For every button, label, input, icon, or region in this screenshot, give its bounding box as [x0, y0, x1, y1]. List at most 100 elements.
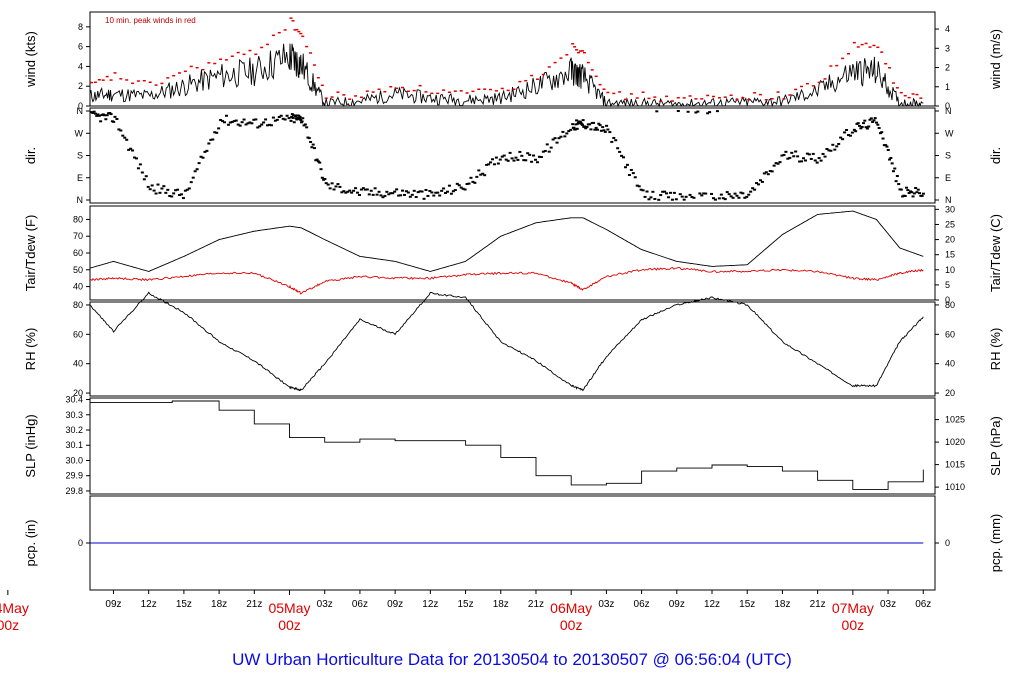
direction-point — [573, 128, 577, 131]
direction-point — [712, 197, 716, 200]
direction-point — [801, 157, 805, 160]
peak-wind-point — [248, 49, 252, 52]
direction-point — [786, 157, 790, 160]
direction-point — [221, 120, 225, 123]
direction-point — [316, 160, 320, 163]
direction-point — [858, 124, 862, 127]
direction-point — [565, 132, 569, 135]
direction-point — [469, 176, 473, 179]
peak-wind-point — [277, 31, 281, 34]
direction-point — [757, 183, 761, 186]
panel-frame-rh — [89, 301, 936, 397]
direction-point — [383, 194, 387, 197]
peak-wind-point — [305, 45, 309, 48]
direction-point — [408, 195, 412, 198]
direction-point — [745, 195, 749, 198]
direction-point — [915, 191, 919, 194]
peak-wind-point — [189, 65, 193, 68]
direction-point — [387, 193, 391, 196]
y-right-tick-label: 3 — [945, 43, 950, 53]
direction-point — [455, 182, 459, 185]
direction-point — [297, 114, 301, 117]
direction-point — [418, 190, 422, 193]
direction-point — [868, 118, 872, 121]
peak-wind-point — [330, 96, 334, 98]
peak-wind-point — [412, 89, 416, 92]
peak-wind-point — [788, 94, 792, 96]
direction-point — [207, 142, 211, 145]
peak-wind-point — [805, 82, 809, 85]
direction-point — [760, 180, 764, 183]
direction-point — [246, 122, 250, 125]
day-label-hour: 00z — [560, 617, 583, 633]
y-tick-label: N — [77, 195, 84, 205]
peak-wind-point — [348, 98, 352, 100]
direction-point — [95, 114, 99, 117]
direction-point — [537, 155, 541, 158]
peak-wind-point — [289, 17, 293, 19]
day-label: 06May — [550, 600, 592, 616]
direction-point — [667, 196, 671, 199]
direction-point — [627, 173, 631, 176]
peak-wind-point — [113, 72, 117, 74]
peak-wind-point — [518, 80, 522, 83]
direction-point — [311, 143, 315, 146]
peak-wind-point — [90, 81, 93, 84]
direction-point — [780, 154, 784, 157]
direction-point — [916, 188, 920, 191]
direction-point — [292, 121, 296, 124]
direction-point — [459, 186, 463, 189]
peak-wind-point — [741, 96, 745, 99]
direction-point — [262, 121, 266, 124]
y-tick-label: 30.4 — [65, 395, 83, 405]
direction-point — [309, 140, 313, 143]
peak-wind-point — [447, 91, 451, 94]
direction-point — [134, 157, 138, 160]
peak-wind-point — [119, 78, 123, 80]
direction-point — [524, 159, 528, 162]
direction-point — [581, 119, 585, 122]
peak-wind-point — [800, 85, 804, 88]
y-tick-label: 6 — [78, 42, 83, 52]
direction-point — [105, 114, 109, 117]
direction-point — [727, 193, 731, 196]
y-right-tick-label: 1 — [945, 82, 950, 92]
y-tick-label: 8 — [78, 22, 83, 32]
direction-point — [193, 170, 197, 173]
direction-point — [719, 193, 723, 196]
peak-wind-point — [535, 78, 539, 80]
direction-point — [315, 158, 319, 161]
direction-point — [187, 187, 191, 190]
direction-point — [710, 192, 714, 195]
direction-point — [788, 156, 792, 159]
direction-point — [475, 175, 479, 178]
direction-point — [502, 154, 506, 157]
peak-wind-point — [659, 100, 663, 103]
peak-wind-point — [254, 53, 258, 56]
direction-point — [354, 187, 358, 190]
peak-wind-point — [109, 79, 113, 81]
peak-wind-point — [283, 29, 287, 31]
direction-point — [266, 124, 270, 127]
y-right-tick-label: 4 — [945, 24, 950, 34]
direction-point — [629, 168, 633, 171]
peak-wind-point — [93, 81, 97, 84]
peak-wind-point — [371, 91, 375, 93]
peak-wind-point — [365, 90, 369, 92]
peak-wind-point — [178, 72, 182, 74]
direction-point — [704, 192, 708, 195]
direction-point — [688, 193, 692, 196]
peak-wind-point — [465, 92, 469, 94]
direction-point — [512, 159, 516, 162]
direction-point — [152, 189, 156, 192]
direction-point — [301, 117, 305, 120]
direction-point — [547, 150, 551, 153]
direction-point — [498, 158, 502, 161]
peak-wind-point — [342, 94, 346, 96]
direction-point — [825, 147, 829, 150]
direction-point — [782, 153, 786, 156]
direction-point — [534, 158, 538, 161]
direction-point — [637, 185, 641, 188]
y-right-tick-label: 1015 — [945, 460, 965, 470]
direction-point — [205, 149, 209, 152]
